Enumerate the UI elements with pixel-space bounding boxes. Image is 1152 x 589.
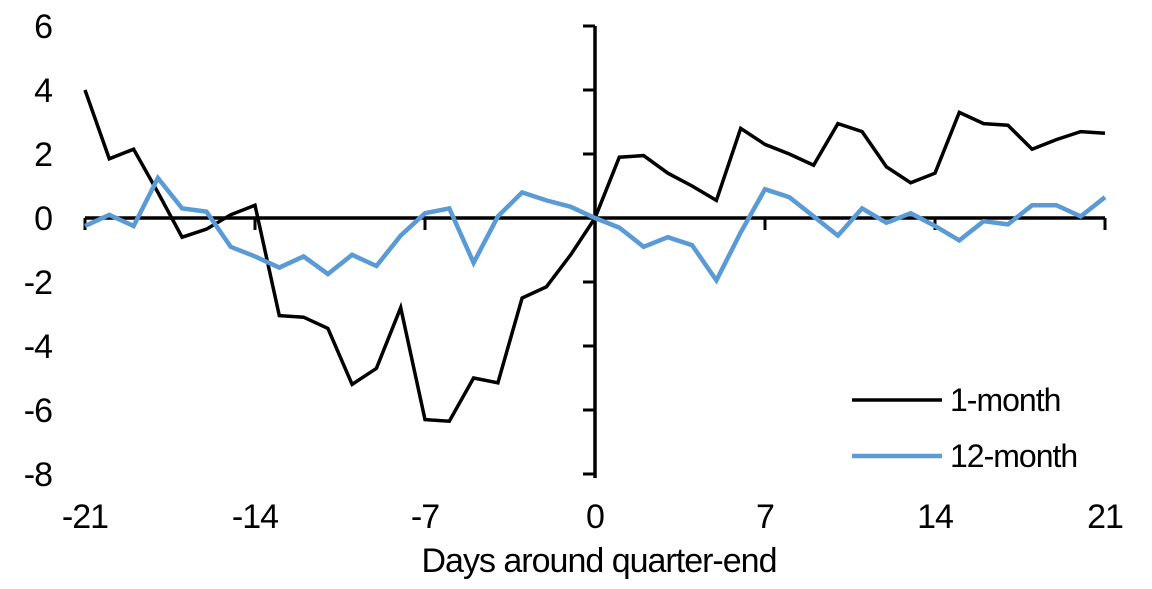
y-axis-ticks xyxy=(583,24,595,476)
y-tick-label: -6 xyxy=(24,392,52,430)
y-tick-label: 0 xyxy=(34,200,52,238)
legend-label-12-month: 12-month xyxy=(950,438,1077,474)
y-tick-label: -4 xyxy=(24,328,52,366)
y-axis-tick-labels: 6 4 2 0 -2 -4 -6 -8 xyxy=(24,8,53,494)
x-axis-title: Days around quarter-end xyxy=(421,542,776,580)
x-tick-label: 21 xyxy=(1087,498,1123,536)
x-tick-label: -7 xyxy=(411,498,439,536)
x-tick-label: 7 xyxy=(756,498,774,536)
y-tick-label: 2 xyxy=(34,136,52,174)
legend-label-1-month: 1-month xyxy=(950,382,1060,418)
legend-item-12-month: 12-month xyxy=(852,438,1078,474)
data-series xyxy=(83,89,1107,424)
x-tick-label: -14 xyxy=(232,498,278,536)
legend: 1-month 12-month xyxy=(852,382,1078,474)
y-tick-label: -8 xyxy=(24,456,52,494)
legend-item-1-month: 1-month xyxy=(852,382,1061,418)
y-tick-label: 4 xyxy=(34,72,52,110)
x-axis-tick-labels: -21 -14 -7 0 7 14 21 xyxy=(62,498,1124,536)
x-tick-label: 14 xyxy=(917,498,953,536)
y-tick-label: -2 xyxy=(24,264,52,302)
y-tick-label: 6 xyxy=(34,8,52,46)
x-tick-label: -21 xyxy=(62,498,108,536)
series-line-12-month xyxy=(84,173,1107,285)
x-tick-label: 0 xyxy=(586,498,604,536)
